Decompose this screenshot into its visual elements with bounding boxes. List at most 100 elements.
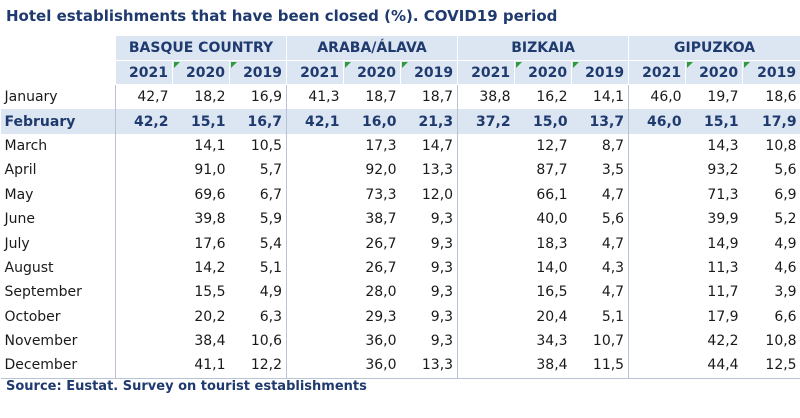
value-cell: 4,6: [774, 259, 797, 276]
empty-cell: [286, 231, 344, 256]
value-cell: 8,7: [601, 137, 625, 154]
empty-cell: [457, 158, 515, 183]
value-cell: 40,0: [536, 211, 568, 228]
table-row: July 17,6 5,4 26,7 9,3 18,3 4,7 14,9 4,9: [1, 231, 800, 256]
value-cell: 44,4: [685, 353, 743, 379]
empty-cell: [628, 133, 686, 159]
value-cell: 9,3: [430, 284, 454, 301]
value-cell: 5,7: [259, 162, 283, 179]
empty-cell: [457, 231, 515, 256]
value-cell: 6,7: [259, 186, 283, 203]
value-cell: 12,5: [742, 353, 800, 379]
value-cell: 41,3: [286, 84, 344, 110]
value-cell: 20,4: [536, 308, 568, 325]
table-row: February 42,2 15,1 16,7 42,1 16,0 21,3 37,2 15,0…: [0, 109, 800, 134]
value-cell: 10,8: [765, 333, 797, 350]
year-header: 2021: [115, 60, 173, 85]
empty-cell: [286, 353, 344, 379]
year-header: 2019: [400, 60, 459, 85]
value-cell: 12,2: [229, 353, 287, 379]
value-cell: 37,2: [457, 109, 515, 134]
table-row: October 20,2 6,3 29,3 9,3 20,4 5,1 17,9 6,6: [1, 304, 800, 329]
empty-cell: [457, 304, 515, 329]
value-cell: 5,1: [601, 308, 625, 325]
value-cell: 13,7: [571, 109, 629, 134]
value-cell: 13,3: [421, 162, 454, 179]
value-cell: 39,8: [194, 211, 226, 228]
table-row: May 69,6 6,7 73,3 12,0 66,1 4,7 71,3 6,9: [1, 182, 800, 207]
empty-cell: [115, 182, 173, 207]
value-cell: 9,3: [430, 259, 454, 276]
value-cell: 4,7: [601, 186, 625, 203]
value-cell: 39,9: [707, 211, 739, 228]
value-cell: 14,9: [707, 235, 739, 252]
table-row: June 39,8 5,9 38,7 9,3 40,0 5,6 39,9 5,2: [1, 206, 800, 232]
value-cell: 15,0: [514, 109, 572, 134]
value-cell: 93,2: [707, 162, 739, 179]
row-label: October: [4, 308, 61, 325]
value-cell: 12,7: [536, 137, 568, 154]
value-cell: 26,7: [365, 235, 397, 252]
value-cell: 91,0: [194, 162, 226, 179]
row-label: February: [0, 109, 116, 134]
value-cell: 36,0: [343, 353, 401, 379]
empty-cell: [286, 280, 344, 305]
value-cell: 36,0: [365, 333, 397, 350]
value-cell: 26,7: [365, 259, 397, 276]
year-header: 2021: [628, 60, 687, 85]
value-cell: 17,6: [194, 235, 226, 252]
value-cell: 17,9: [742, 109, 800, 134]
row-label: July: [4, 235, 30, 252]
value-cell: 11,3: [707, 259, 739, 276]
value-cell: 9,3: [430, 235, 454, 252]
empty-cell: [115, 280, 173, 305]
value-cell: 46,0: [628, 84, 686, 110]
value-cell: 11,7: [707, 284, 739, 301]
value-cell: 21,3: [400, 109, 458, 134]
value-cell: 16,5: [536, 284, 568, 301]
table-row: March 14,1 10,5 17,3 14,7 12,7 8,7 14,3 10,8: [1, 133, 800, 159]
empty-cell: [286, 304, 344, 329]
value-cell: 14,2: [194, 259, 226, 276]
value-cell: 15,5: [194, 284, 226, 301]
value-cell: 87,7: [536, 162, 568, 179]
value-cell: 14,0: [536, 259, 568, 276]
row-label: April: [4, 162, 37, 179]
value-cell: 19,7: [707, 89, 739, 106]
value-cell: 5,9: [259, 211, 283, 228]
value-cell: 16,0: [343, 109, 401, 134]
row-label: September: [4, 284, 82, 301]
empty-cell: [457, 353, 515, 379]
value-cell: 14,1: [592, 89, 625, 106]
value-cell: 69,6: [194, 186, 226, 203]
data-table: BASQUE COUNTRY ARABA/ÁLAVA BIZKAIA GIPUZKOA…: [0, 35, 800, 379]
value-cell: 16,9: [250, 89, 283, 106]
empty-cell: [457, 182, 515, 207]
value-cell: 41,1: [172, 353, 230, 379]
value-cell: 16,2: [536, 89, 568, 106]
value-cell: 10,8: [765, 137, 797, 154]
year-header: 2021: [457, 60, 516, 85]
empty-cell: [115, 231, 173, 256]
value-cell: 6,6: [774, 308, 797, 325]
value-cell: 5,2: [774, 211, 797, 228]
empty-cell: [115, 328, 173, 354]
value-cell: 73,3: [365, 186, 397, 203]
value-cell: 42,2: [115, 109, 173, 134]
value-cell: 4,9: [259, 284, 283, 301]
table-row: September 15,5 4,9 28,0 9,3 16,5 4,7 11,7 3,9: [1, 280, 800, 305]
empty-cell: [115, 353, 173, 379]
value-cell: 42,2: [707, 333, 739, 350]
value-cell: 4,3: [601, 259, 625, 276]
year-header: 2020: [343, 60, 402, 85]
row-label: January: [4, 89, 58, 106]
empty-cell: [628, 304, 686, 329]
value-cell: 15,1: [172, 109, 230, 134]
value-cell: 71,3: [707, 186, 739, 203]
empty-cell: [286, 255, 344, 281]
value-cell: 18,7: [365, 89, 397, 106]
value-cell: 18,3: [536, 235, 568, 252]
year-header: 2020: [172, 60, 230, 85]
row-label: August: [4, 259, 54, 276]
value-cell: 9,3: [430, 308, 454, 325]
